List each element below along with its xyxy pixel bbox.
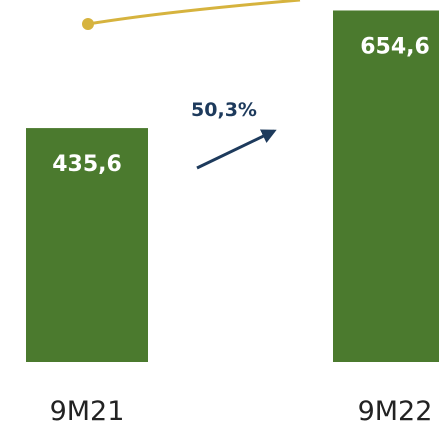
value-label: 435,6 (52, 152, 122, 177)
annotation: 50,3% (191, 99, 257, 121)
gold-line (82, 0, 301, 30)
bar (333, 10, 439, 363)
growth-arrow (196, 129, 277, 170)
x-tick-label: 9M21 (50, 396, 125, 422)
bar (26, 128, 148, 362)
x-tick-label: 9M22 (358, 396, 433, 422)
value-label: 654,6 (360, 34, 430, 59)
